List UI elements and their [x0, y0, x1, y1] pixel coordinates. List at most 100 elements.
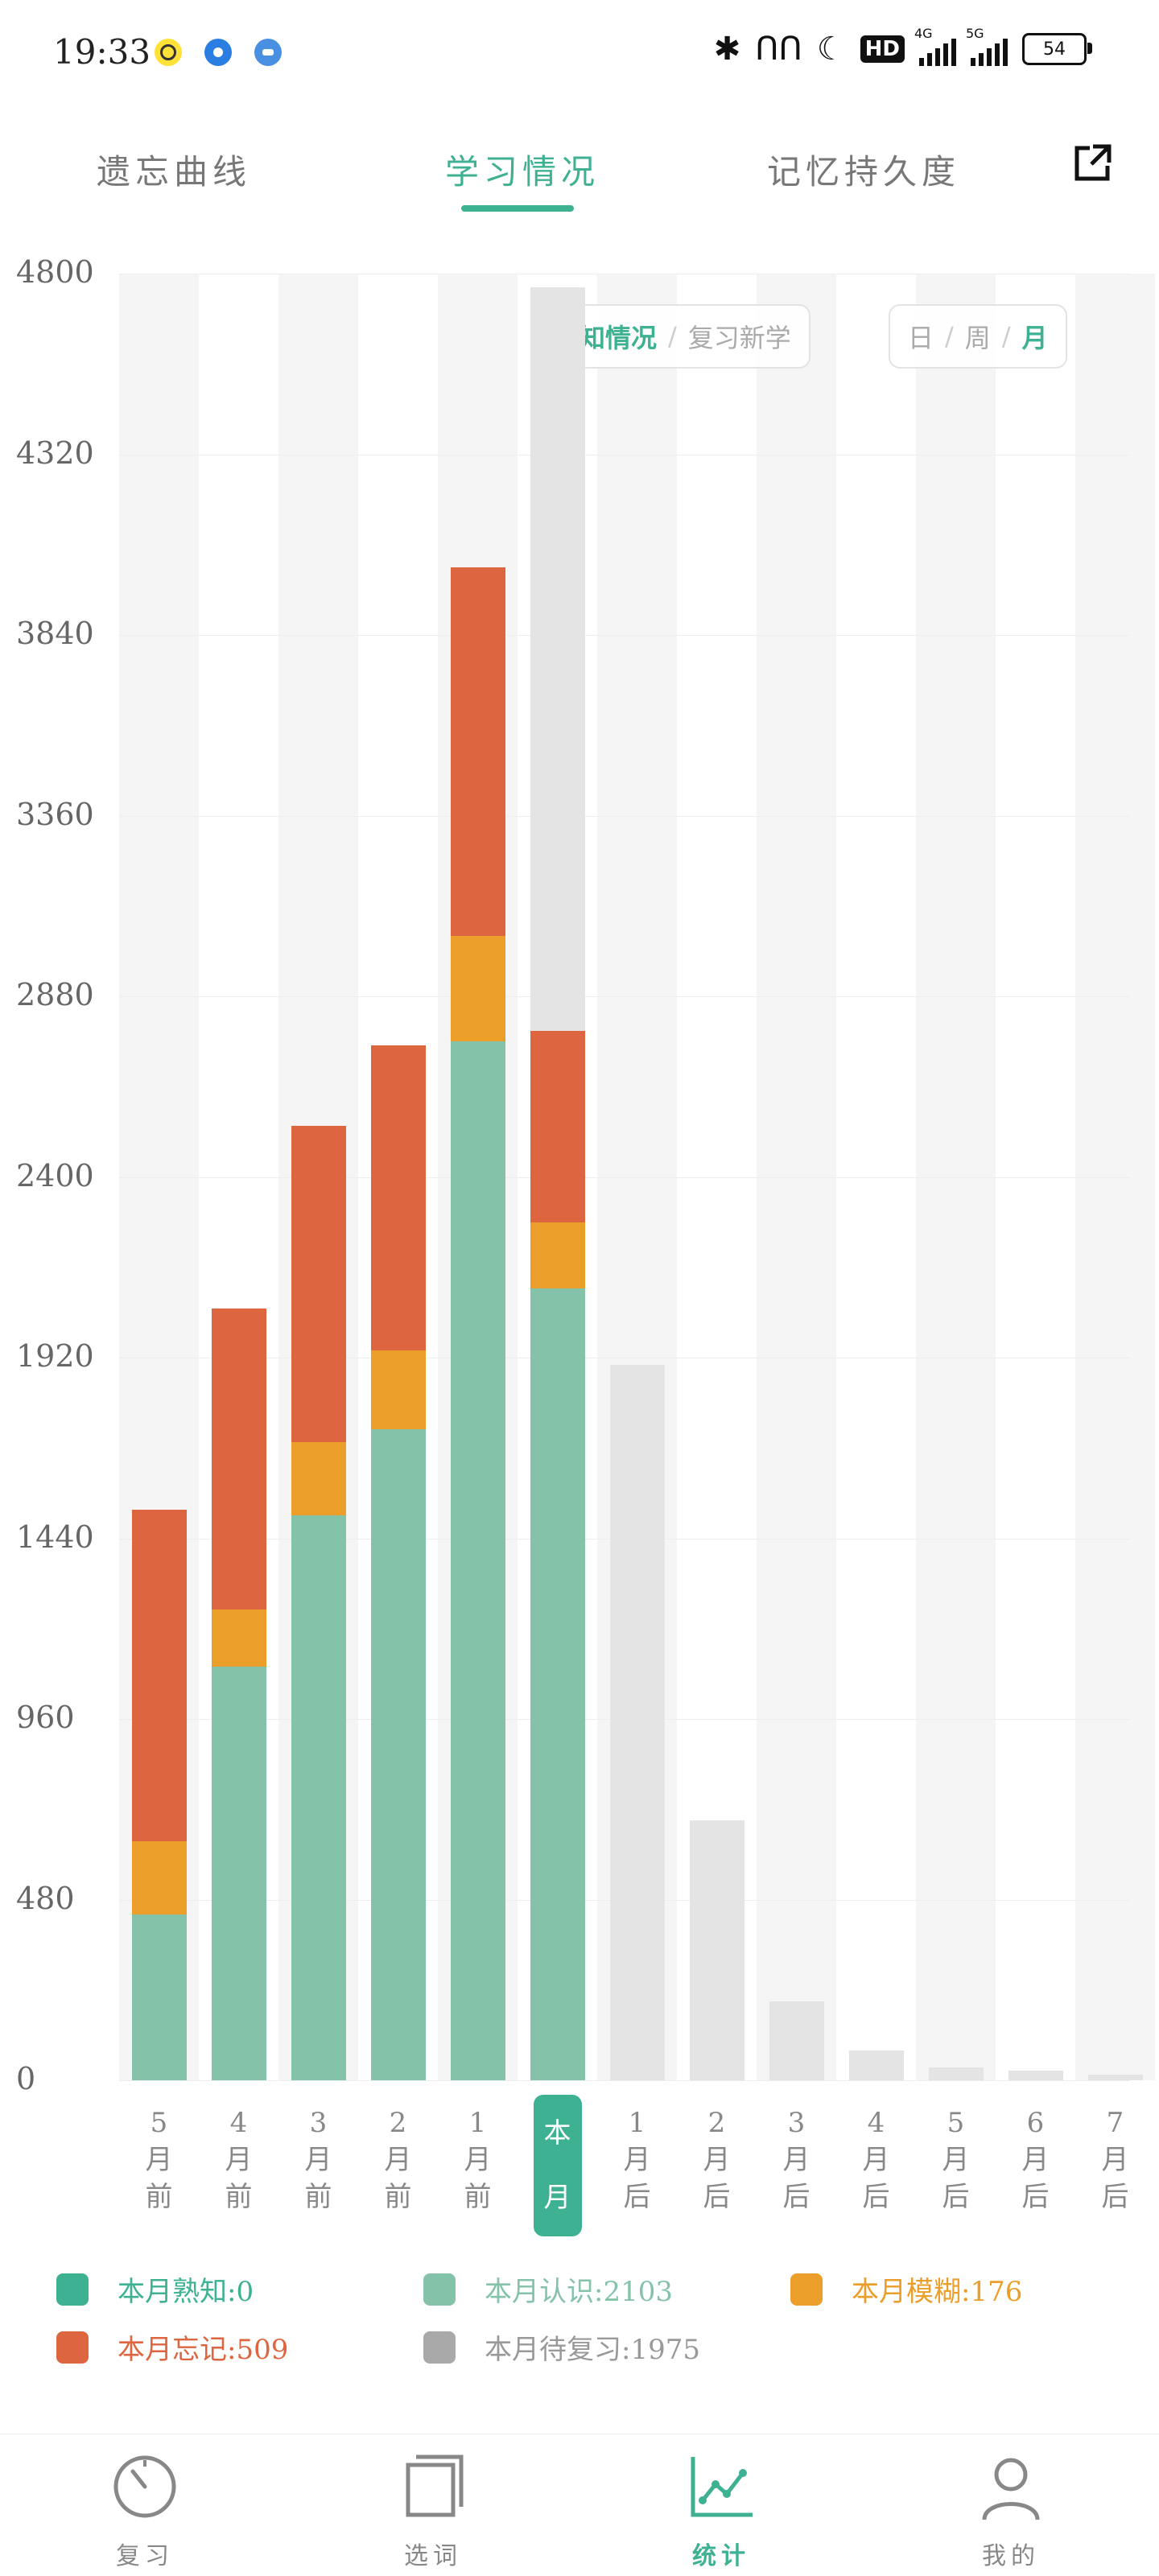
x-label-char: 7 [1106, 2107, 1124, 2139]
legend-swatch [790, 2273, 823, 2306]
bar-segment-recognized[interactable] [370, 1428, 426, 2080]
bar-segment-pending[interactable] [928, 2067, 984, 2080]
x-label-char: 后 [942, 2181, 970, 2213]
x-label[interactable]: 5 月前 [135, 2104, 184, 2215]
nav-select-words[interactable]: 选词 [377, 2450, 489, 2571]
legend-swatch [56, 2273, 89, 2306]
bar-segment-fuzzy[interactable] [131, 1841, 187, 1915]
bar-segment-recognized[interactable] [530, 1288, 585, 2080]
x-label-char: 2 [707, 2107, 726, 2139]
x-label-current-month[interactable]: 本月 [533, 2095, 582, 2236]
y-tick-label: 0 [16, 2061, 36, 2096]
nav-mine[interactable]: 我的 [955, 2450, 1067, 2571]
bar-segment-pending[interactable] [848, 2050, 904, 2080]
x-label-char: 后 [862, 2181, 890, 2213]
x-label[interactable]: 7 月后 [1091, 2104, 1140, 2215]
bar-segment-pending[interactable] [769, 2001, 824, 2080]
x-label[interactable]: 2 月前 [374, 2104, 423, 2215]
bar-segment-fuzzy[interactable] [450, 936, 505, 1042]
bar-segment-recognized[interactable] [131, 1914, 187, 2080]
legend-swatch [56, 2331, 89, 2364]
bar-segment-fuzzy[interactable] [291, 1442, 346, 1516]
learning-status-chart: 认知情况 / 复习新学 日 / 周 / 月 0 480 960 1440 1920 240… [0, 254, 1159, 2237]
tab-memory-durability[interactable]: 记忆持久度 [767, 152, 961, 192]
period-option-day[interactable]: 日 [908, 323, 934, 353]
bar-segment-fuzzy[interactable] [530, 1222, 585, 1289]
gridline [119, 2080, 1130, 2081]
x-label-char: 后 [623, 2181, 651, 2213]
bar-segment-forgotten[interactable] [291, 1126, 346, 1443]
x-label-char: 3 [787, 2107, 806, 2139]
bar-segment-forgotten[interactable] [370, 1045, 426, 1350]
x-label-char: 月 [623, 2144, 651, 2176]
mode-option-review-new[interactable]: 复习新学 [687, 323, 791, 353]
legend-pending-text: 本月待复习:1975 [485, 2334, 700, 2366]
bar-segment-forgotten[interactable] [450, 567, 505, 937]
x-label[interactable]: 3 月前 [295, 2104, 343, 2215]
x-label-char: 3 [309, 2107, 328, 2139]
legend-forgotten: 本月忘记:509 [56, 2327, 288, 2367]
bar-segment-recognized[interactable] [211, 1666, 266, 2080]
x-label[interactable]: 6 月后 [1012, 2104, 1060, 2215]
system-indicators: ✱ ᑎᑎ ☾ HD 4G 5G 54 [713, 26, 1092, 68]
x-label-char: 4 [867, 2107, 885, 2139]
x-label-char: 前 [464, 2181, 492, 2213]
legend-swatch [423, 2273, 456, 2306]
bar-segment-recognized[interactable] [450, 1041, 505, 2080]
bar-segment-forgotten[interactable] [131, 1510, 187, 1841]
nav-statistics[interactable]: 统计 [665, 2450, 777, 2571]
x-label-char: 1 [468, 2107, 487, 2139]
x-label-char: 2 [389, 2107, 407, 2139]
y-tick-label: 3840 [16, 616, 94, 651]
x-label-char: 月 [862, 2144, 890, 2176]
bar-segment-pending[interactable] [1087, 2074, 1143, 2080]
x-label[interactable]: 1 月前 [454, 2104, 502, 2215]
y-tick-label: 1920 [16, 1338, 94, 1374]
x-label-char: 前 [225, 2181, 253, 2213]
bluetooth-icon: ✱ [713, 31, 741, 68]
x-label-char: 月 [1101, 2144, 1129, 2176]
share-icon[interactable] [1072, 143, 1112, 183]
nav-review[interactable]: 复习 [89, 2450, 201, 2571]
x-label-char: 月 [384, 2144, 412, 2176]
period-option-week[interactable]: 周 [964, 323, 991, 353]
notification-icons [155, 39, 282, 66]
x-label-char: 月 [942, 2144, 970, 2176]
period-toggle[interactable]: 日 / 周 / 月 [889, 304, 1067, 369]
legend-recognized-text: 本月认识:2103 [485, 2276, 673, 2308]
bar-segment-pending[interactable] [689, 1820, 744, 2080]
tab-forgetting-curve[interactable]: 遗忘曲线 [97, 152, 252, 192]
bar-segment-pending[interactable] [1008, 2071, 1063, 2080]
network-5g-label: 5G [966, 26, 984, 41]
x-label-char: 后 [703, 2181, 731, 2213]
x-label-char: 后 [1101, 2181, 1129, 2213]
legend-pending: 本月待复习:1975 [423, 2327, 700, 2367]
x-label-char: 1 [628, 2107, 646, 2139]
x-label[interactable]: 4 月前 [215, 2104, 263, 2215]
y-tick-label: 3360 [16, 796, 94, 832]
x-label-char: 月 [543, 2182, 571, 2214]
legend-swatch [423, 2331, 456, 2364]
x-label[interactable]: 3 月后 [773, 2104, 821, 2215]
bar-segment-fuzzy[interactable] [211, 1609, 266, 1667]
x-label[interactable]: 1 月后 [613, 2104, 662, 2215]
x-label[interactable]: 4 月后 [852, 2104, 901, 2215]
period-option-month[interactable]: 月 [1021, 323, 1048, 353]
bar-segment-recognized[interactable] [291, 1515, 346, 2080]
bar-segment-forgotten[interactable] [530, 1031, 585, 1223]
toggle-separator: / [945, 321, 954, 352]
tab-learning-status[interactable]: 学习情况 [445, 152, 600, 192]
x-label[interactable]: 2 月后 [693, 2104, 741, 2215]
bar-segment-pending[interactable] [530, 287, 585, 1032]
x-label[interactable]: 5 月后 [932, 2104, 980, 2215]
active-tab-indicator [461, 205, 574, 212]
x-label-char: 月 [304, 2144, 332, 2176]
bar-segment-fuzzy[interactable] [370, 1350, 426, 1429]
x-label-char: 月 [782, 2144, 810, 2176]
bar-segment-pending[interactable] [609, 1365, 665, 2080]
x-label-char: 前 [304, 2181, 332, 2213]
bar-segment-forgotten[interactable] [211, 1309, 266, 1610]
toggle-separator: / [1001, 321, 1011, 352]
do-not-disturb-icon: ☾ [816, 31, 846, 68]
battery-icon: 54 [1022, 33, 1092, 65]
